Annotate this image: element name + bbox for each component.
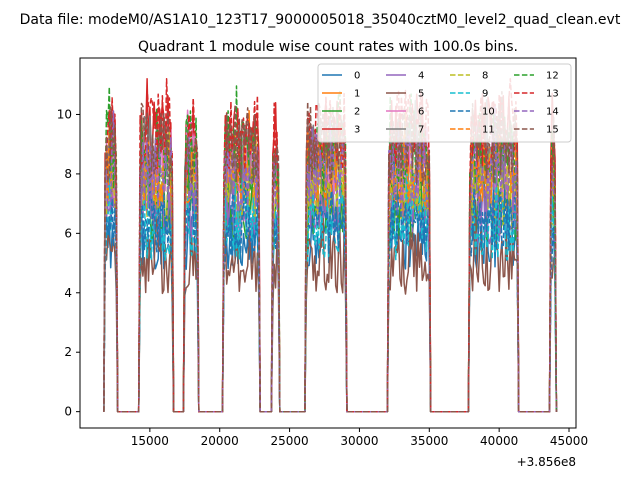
- y-tick-label: 2: [64, 345, 72, 359]
- legend-label: 7: [418, 125, 424, 136]
- legend-label: 1: [354, 89, 360, 100]
- series-line-14: [103, 106, 558, 413]
- legend-label: 11: [482, 125, 495, 136]
- x-axis: 15000 20000 25000 30000 35000 40000 45000: [131, 428, 588, 448]
- legend-label: 6: [418, 107, 424, 118]
- series-line-5: [103, 199, 558, 413]
- y-tick-label: 4: [64, 286, 72, 300]
- legend-label: 9: [482, 89, 488, 100]
- chart-title: Quadrant 1 module wise count rates with …: [138, 39, 518, 55]
- series-line-9: [103, 165, 558, 413]
- x-tick-label: 30000: [340, 434, 378, 448]
- legend-label: 14: [546, 107, 559, 118]
- legend-label: 3: [354, 125, 360, 136]
- x-tick-label: 25000: [270, 434, 308, 448]
- legend-label: 0: [354, 71, 360, 82]
- legend-label: 2: [354, 107, 360, 118]
- legend-label: 8: [482, 71, 488, 82]
- suptitle: Data file: modeM0/AS1A10_123T17_90000050…: [20, 12, 621, 28]
- x-offset-label: +3.856e8: [517, 455, 576, 469]
- x-tick-label: 45000: [550, 434, 588, 448]
- legend-label: 13: [546, 89, 559, 100]
- x-tick-label: 15000: [131, 434, 169, 448]
- y-tick-label: 8: [64, 167, 72, 181]
- x-tick-label: 20000: [201, 434, 239, 448]
- legend-box: [317, 63, 572, 143]
- y-tick-label: 6: [64, 226, 72, 240]
- x-tick-label: 35000: [410, 434, 448, 448]
- y-axis: 0 2 4 6 8 10: [57, 107, 80, 419]
- legend-label: 12: [546, 71, 559, 82]
- plot-frame: [79, 57, 577, 429]
- y-tick-label: 10: [57, 107, 72, 121]
- series-line-10: [103, 154, 558, 413]
- y-tick-label: 0: [64, 405, 72, 419]
- legend-label: 10: [482, 107, 495, 118]
- x-tick-label: 40000: [480, 434, 518, 448]
- legend-label: 4: [418, 71, 424, 82]
- legend-label: 5: [418, 89, 424, 100]
- legend-label: 15: [546, 125, 559, 136]
